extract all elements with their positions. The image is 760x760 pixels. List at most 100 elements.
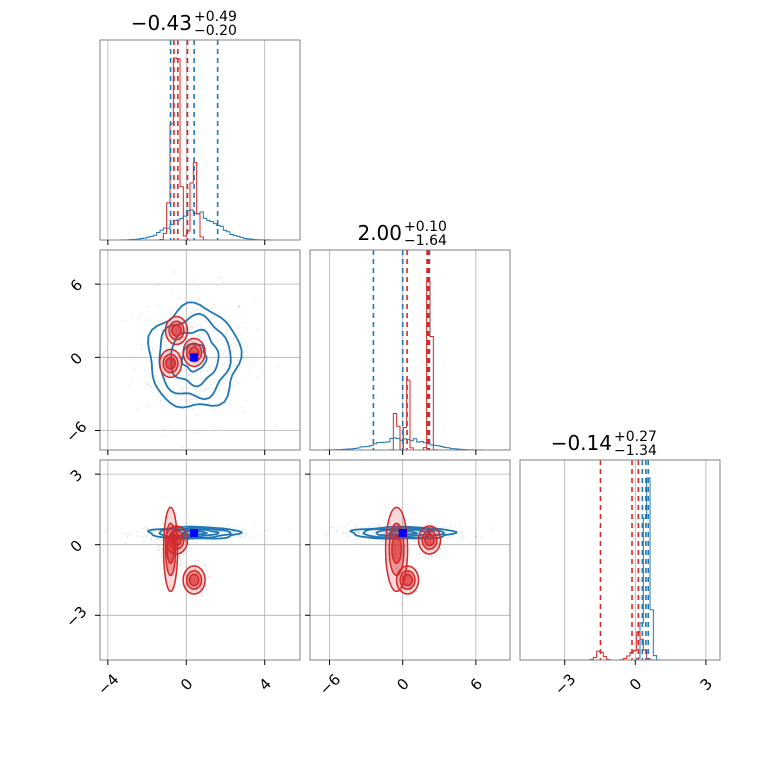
sample-point-blue	[242, 528, 245, 531]
sample-point-blue	[190, 329, 193, 332]
sample-point-blue	[193, 321, 196, 324]
sample-point-blue	[145, 527, 148, 530]
sample-point-blue	[161, 366, 164, 368]
sample-point-blue	[151, 391, 154, 393]
sample-point-blue	[247, 370, 250, 373]
panel-0-0	[100, 40, 300, 240]
sample-point-blue	[217, 277, 220, 280]
sample-point-blue	[146, 306, 149, 309]
sample-point-blue	[162, 428, 165, 431]
sample-point-blue	[207, 387, 209, 390]
sample-point-blue	[206, 352, 209, 355]
sample-point-blue	[243, 321, 246, 324]
sample-point-blue	[188, 378, 191, 381]
sample-point-blue	[458, 523, 461, 526]
sample-point-red	[430, 555, 433, 558]
sample-point-blue	[140, 313, 143, 315]
sample-point-blue	[305, 539, 307, 541]
sample-point-blue	[335, 530, 338, 533]
sample-point-red	[395, 568, 398, 570]
sample-point-blue	[158, 381, 161, 384]
sample-point-blue	[206, 538, 208, 541]
sample-point-blue	[377, 523, 380, 526]
sample-point-red	[409, 590, 412, 593]
sample-point-blue	[383, 531, 386, 534]
sample-point-blue	[203, 387, 206, 390]
sample-point-red	[423, 553, 426, 556]
sample-point-blue	[196, 299, 199, 302]
sample-point-blue	[219, 539, 221, 542]
sample-point-blue	[155, 537, 158, 540]
sample-point-red	[181, 548, 184, 551]
sample-point-blue	[220, 276, 223, 279]
sample-point-blue	[136, 531, 139, 534]
sample-point-blue	[357, 532, 360, 534]
sample-point-blue	[194, 431, 196, 434]
sample-point-blue	[143, 540, 145, 543]
sample-point-red	[191, 340, 193, 343]
sample-point-blue	[445, 526, 448, 529]
tick-label-y-p2: 3	[67, 466, 86, 485]
sample-point-red	[177, 357, 180, 359]
sample-point-blue	[184, 368, 187, 371]
sample-point-blue	[130, 531, 133, 534]
sample-point-blue	[354, 526, 357, 529]
sample-point-blue	[164, 428, 166, 431]
sample-point-blue	[430, 523, 433, 526]
sample-point-blue	[107, 528, 109, 530]
sample-point-blue	[167, 355, 170, 358]
panel-title-0: −0.43 +0.49−0.20	[131, 9, 237, 39]
sample-point-blue	[193, 363, 196, 366]
sample-point-blue	[131, 380, 134, 383]
sample-point-blue	[230, 343, 233, 346]
sample-point-blue	[181, 404, 184, 407]
histogram-blue	[520, 477, 720, 660]
sample-point-blue	[195, 388, 198, 391]
sample-point-red	[188, 542, 190, 545]
sample-point-red	[207, 576, 210, 578]
panel-1-0	[105, 271, 279, 449]
sample-point-blue	[448, 535, 451, 538]
tick-label-x-p1: −6	[316, 670, 344, 698]
sample-point-blue	[149, 384, 152, 387]
sample-point-blue	[250, 535, 253, 538]
sample-point-red	[184, 540, 187, 543]
sample-point-blue	[265, 529, 268, 532]
sample-point-blue	[191, 326, 193, 329]
sample-point-blue	[232, 385, 235, 388]
sample-point-blue	[237, 382, 240, 385]
sample-point-blue	[200, 330, 203, 333]
sample-point-blue	[277, 365, 279, 368]
sample-point-blue	[327, 530, 330, 533]
sample-point-blue	[220, 427, 223, 430]
sample-point-blue	[150, 538, 153, 541]
sample-point-red	[435, 545, 438, 548]
sample-point-blue	[325, 534, 328, 536]
sample-point-blue	[450, 526, 452, 529]
sample-point-red	[407, 571, 410, 574]
sample-point-blue	[145, 535, 148, 538]
title-lower-error: −1.64	[404, 233, 447, 249]
sample-point-blue	[372, 525, 375, 528]
sample-point-blue	[173, 336, 176, 339]
sample-point-blue	[216, 339, 219, 342]
sample-point-blue	[243, 536, 246, 538]
sample-point-red	[193, 568, 196, 570]
sample-point-blue	[460, 530, 462, 533]
sample-point-blue	[231, 366, 233, 369]
sample-point-blue	[166, 393, 169, 396]
contour-red	[391, 534, 403, 565]
sample-point-blue	[207, 532, 210, 534]
sample-point-blue	[199, 389, 202, 391]
sample-point-blue	[195, 308, 198, 311]
sample-point-blue	[146, 527, 149, 530]
sample-point-blue	[153, 540, 155, 542]
sample-point-blue	[451, 534, 454, 537]
tick-label-x-p0: 0	[177, 675, 196, 694]
sample-point-blue	[191, 336, 194, 339]
sample-point-blue	[209, 366, 211, 368]
panel-2-1	[305, 506, 494, 606]
sample-point-blue	[184, 398, 187, 401]
sample-point-red	[439, 547, 442, 550]
sample-point-blue	[332, 526, 335, 529]
